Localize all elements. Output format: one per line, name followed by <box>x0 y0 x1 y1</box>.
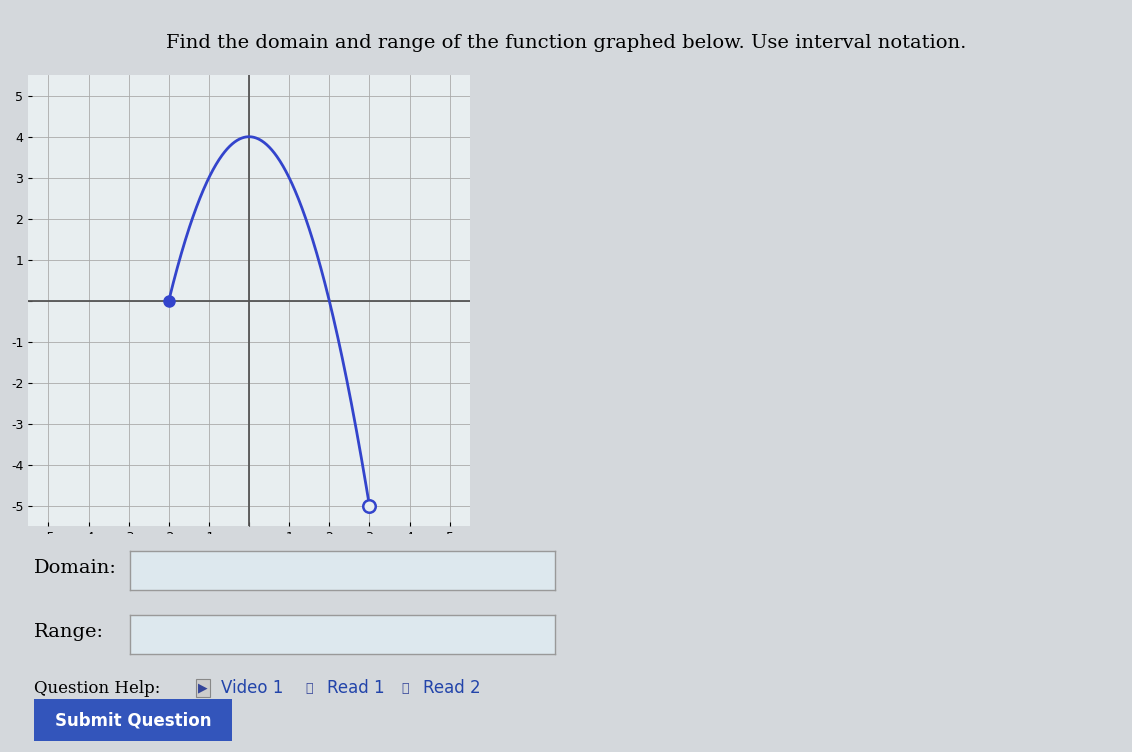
Text: 📄: 📄 <box>306 681 314 695</box>
Text: Range:: Range: <box>34 623 104 641</box>
Text: Question Help:: Question Help: <box>34 680 161 696</box>
Text: Read 1: Read 1 <box>327 679 385 697</box>
Text: Domain:: Domain: <box>34 559 117 577</box>
Text: Find the domain and range of the function graphed below. Use interval notation.: Find the domain and range of the functio… <box>165 34 967 52</box>
Text: Video 1: Video 1 <box>221 679 283 697</box>
Text: Submit Question: Submit Question <box>54 711 212 729</box>
Text: Read 2: Read 2 <box>423 679 481 697</box>
Text: ▶: ▶ <box>198 681 208 695</box>
Text: 📄: 📄 <box>402 681 410 695</box>
